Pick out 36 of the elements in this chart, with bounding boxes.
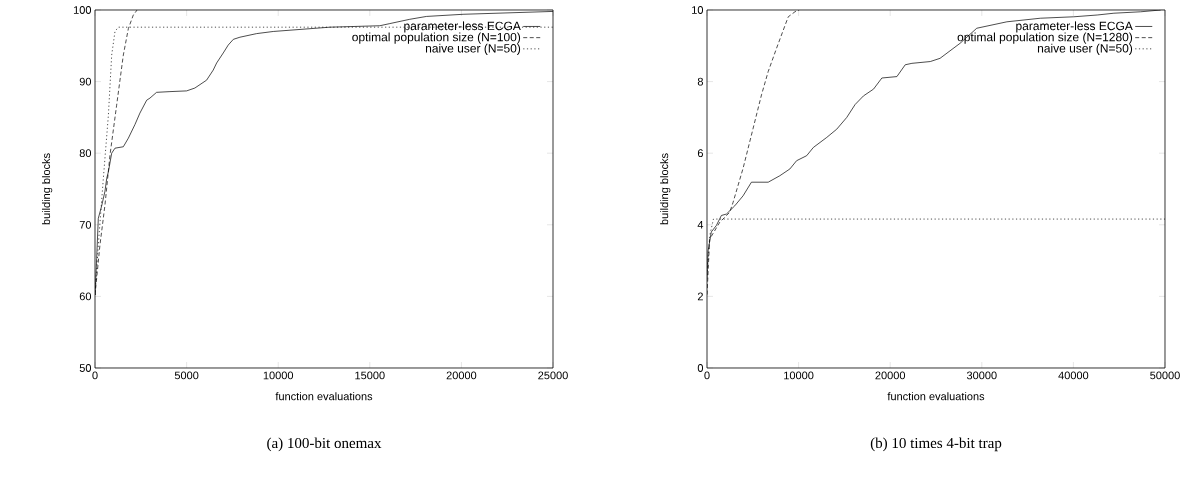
x-tick-label: 15000 xyxy=(355,371,385,380)
x-tick-label: 30000 xyxy=(966,371,997,380)
y-tick-label: 2 xyxy=(697,292,703,301)
x-tick-label: 20000 xyxy=(446,371,477,380)
legend-label: parameter-less ECGA xyxy=(404,21,521,33)
legend-label: parameter-less ECGA xyxy=(1016,21,1133,33)
y-tick-label: 90 xyxy=(79,77,92,86)
legend-label: naive user (N=50) xyxy=(1037,43,1133,55)
y-tick-label: 10 xyxy=(692,6,704,14)
x-tick-label: 40000 xyxy=(1058,371,1089,380)
x-tick-label: 25000 xyxy=(538,371,568,380)
y-tick-label: 0 xyxy=(697,364,704,372)
x-tick-label: 20000 xyxy=(875,371,906,380)
text: (b) 10 times 4-bit trap xyxy=(870,437,1002,452)
legend-label: optimal population size (N=100) xyxy=(352,32,521,44)
y-tick-label: 8 xyxy=(697,77,703,86)
y-tick-label: 60 xyxy=(79,292,92,301)
x-tick-label: 10000 xyxy=(784,371,814,380)
legend-label: naive user (N=50) xyxy=(425,43,521,55)
y-axis-title: building blocks xyxy=(660,153,671,225)
y-tick-label: 100 xyxy=(73,6,92,14)
y-tick-label: 80 xyxy=(79,149,92,158)
legend-label: optimal population size (N=1280) xyxy=(957,32,1133,44)
x-axis-title: function evaluations xyxy=(275,392,373,401)
y-tick-label: 6 xyxy=(697,149,703,158)
y-tick-label: 4 xyxy=(697,221,704,229)
y-axis-title: building blocks xyxy=(42,153,53,225)
x-tick-label: 0 xyxy=(704,371,710,380)
x-tick-label: 10000 xyxy=(263,371,294,380)
x-tick-label: 5000 xyxy=(174,371,199,380)
y-tick-label: 50 xyxy=(79,364,92,372)
text: (a) 100-bit onemax xyxy=(267,437,382,452)
x-axis-title: function evaluations xyxy=(887,392,985,401)
x-tick-label: 50000 xyxy=(1150,371,1180,380)
y-tick-label: 70 xyxy=(79,220,92,229)
x-tick-label: 0 xyxy=(92,371,98,380)
